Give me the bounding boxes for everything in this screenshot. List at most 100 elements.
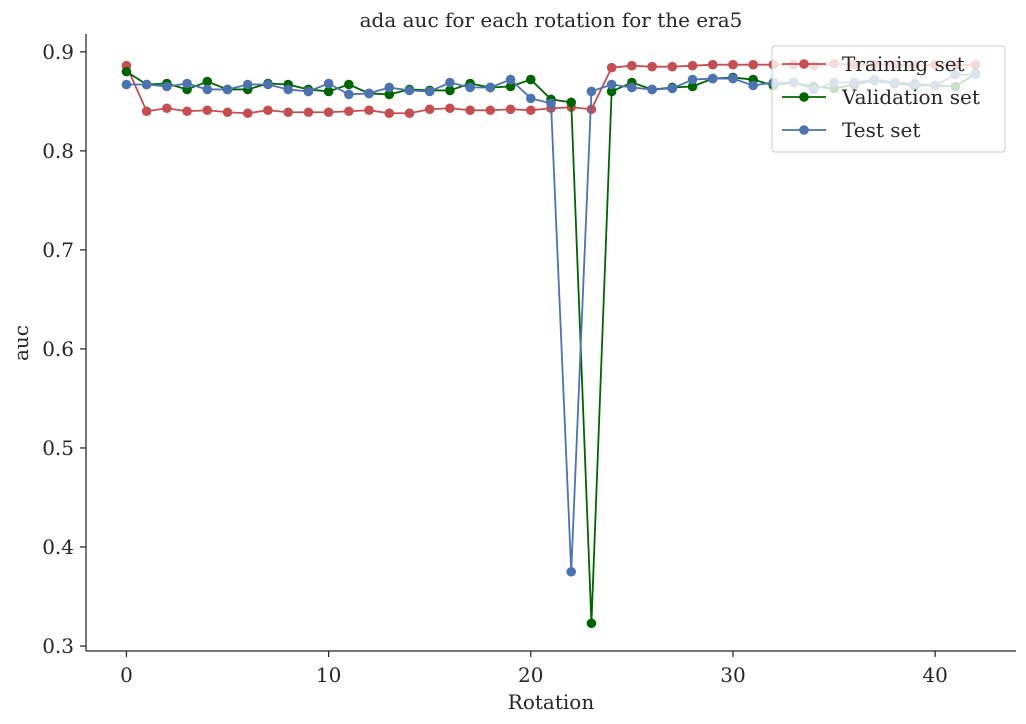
training-set-point [748, 59, 758, 70]
test-set-point [566, 566, 577, 577]
chart-title: ada auc for each rotation for the era5 [360, 8, 743, 32]
test-set-point [424, 86, 435, 97]
training-set-point [445, 103, 455, 114]
x-tick-label: 30 [720, 663, 745, 687]
test-set-point [263, 79, 273, 90]
test-set-point [728, 73, 738, 84]
training-set-point [505, 104, 516, 115]
test-set-point [445, 77, 455, 88]
y-axis-label: auc [9, 325, 33, 361]
training-set-point [485, 105, 496, 116]
test-set-point [586, 86, 597, 97]
training-set-point [465, 105, 475, 116]
legend: Training set Validation set Test set [771, 45, 1006, 153]
legend-item-test-set: Test set [782, 118, 920, 142]
training-set-point [242, 108, 253, 119]
training-set-point [667, 61, 678, 72]
training-set-point [323, 107, 334, 118]
training-set-point [222, 107, 233, 118]
test-set-point [667, 83, 678, 94]
test-set-point [384, 82, 395, 93]
training-set-point [344, 106, 354, 117]
test-set-point [303, 86, 314, 97]
training-set-point [627, 60, 637, 71]
test-set-point [202, 84, 213, 95]
validation-set-point [586, 618, 597, 629]
y-tick-label: 0.3 [42, 634, 74, 658]
y-tick-label: 0.8 [42, 139, 74, 163]
training-set-point [606, 62, 617, 73]
test-set-point [344, 89, 354, 100]
test-set-point [465, 82, 475, 93]
test-set-point [323, 78, 334, 89]
y-tick-label: 0.5 [42, 436, 74, 460]
training-set-point [263, 105, 273, 116]
training-set-point [384, 108, 395, 119]
validation-set-point [606, 86, 617, 97]
x-axis-label: Rotation [508, 690, 595, 714]
test-set-point [404, 85, 415, 96]
test-set-point [546, 98, 556, 109]
test-set-point [606, 79, 617, 90]
test-set-point [121, 79, 132, 90]
test-set-point [364, 88, 374, 99]
training-set-point [303, 107, 314, 118]
x-tick-label: 20 [518, 663, 543, 687]
test-set-point [748, 80, 758, 91]
legend-item-training-set: Training set [782, 52, 965, 76]
test-set-point [162, 81, 172, 92]
test-set-point [242, 79, 253, 90]
test-set-point [525, 93, 536, 104]
legend-item-validation-set: Validation set [782, 85, 980, 109]
x-tick-label: 0 [120, 663, 133, 687]
test-set-point [505, 74, 516, 85]
legend-label: Validation set [841, 85, 980, 109]
training-set-point [728, 59, 738, 70]
legend-swatch-marker [799, 125, 809, 135]
test-set-point [627, 82, 637, 93]
training-set-point [283, 107, 293, 118]
test-set-point [485, 82, 496, 93]
legend-swatch-marker [799, 59, 809, 69]
test-set-point [647, 84, 657, 95]
training-set-point [182, 106, 192, 117]
validation-set-point [566, 97, 577, 108]
training-set-point [141, 106, 152, 117]
validation-set-point [445, 85, 455, 96]
test-set-point [182, 78, 192, 89]
test-set-point [283, 84, 293, 95]
training-set-point [525, 105, 536, 116]
x-tick-label: 40 [922, 663, 947, 687]
training-set-point [687, 60, 698, 71]
y-tick-label: 0.9 [42, 40, 74, 64]
legend-box [771, 45, 1006, 153]
validation-set-point [687, 81, 698, 92]
y-tick-label: 0.4 [42, 535, 74, 559]
y-tick-label: 0.6 [42, 337, 74, 361]
validation-set-point [121, 66, 132, 77]
training-set-point [707, 59, 718, 70]
legend-label: Test set [842, 118, 920, 142]
validation-set-point [505, 81, 516, 92]
y-ticks: 0.3 0.4 0.5 0.6 0.7 0.8 0.9 [42, 40, 86, 658]
legend-swatch-marker [799, 92, 809, 102]
x-tick-label: 10 [316, 663, 341, 687]
training-set-point [202, 105, 213, 116]
training-set-point [404, 108, 415, 119]
test-set-point [141, 79, 152, 90]
test-set-point [222, 84, 233, 95]
validation-set-line [125, 70, 977, 625]
training-set-point [364, 105, 374, 116]
x-ticks: 0 10 20 30 40 [120, 651, 948, 687]
axes [85, 34, 1016, 652]
validation-set-point [384, 89, 395, 100]
y-tick-label: 0.7 [42, 238, 74, 262]
training-set-point [162, 103, 172, 114]
test-set-point [707, 73, 718, 84]
training-set-point [424, 104, 435, 115]
validation-set-point [344, 79, 354, 90]
legend-label: Training set [842, 52, 965, 76]
validation-set-point [525, 74, 536, 85]
validation-set-point [202, 76, 213, 87]
